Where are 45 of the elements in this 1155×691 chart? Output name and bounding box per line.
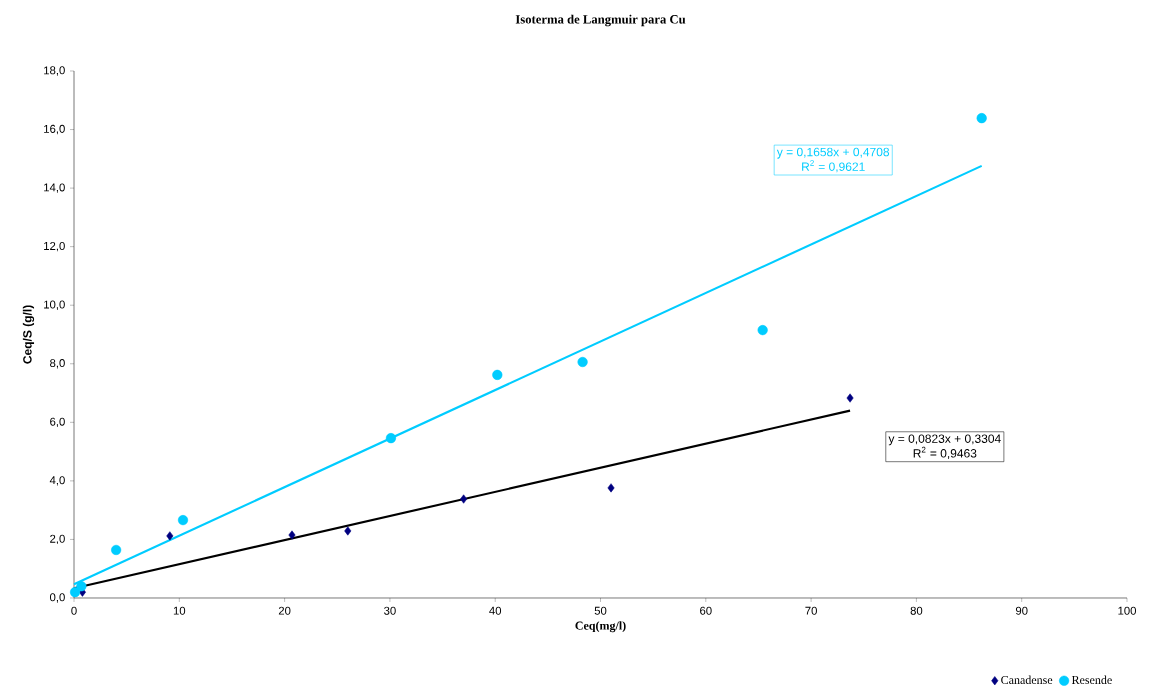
y-tick-label: 4,0	[49, 476, 65, 486]
x-tick-label: 50	[594, 606, 607, 615]
x-tick-label: 30	[384, 606, 396, 615]
y-tick-label: 18,0	[44, 66, 65, 76]
y-tick-label: 12,0	[44, 241, 65, 252]
x-tick-label: 60	[700, 606, 712, 615]
annotation: R$^{2}$ = 0,9621	[802, 160, 865, 173]
point	[577, 356, 588, 368]
chart-title: Isoterma de Langmuir para Cu	[515, 14, 686, 27]
point	[288, 530, 296, 540]
legend-label: Resende	[1071, 675, 1112, 685]
point	[69, 587, 81, 598]
x-tick-label: 80	[910, 606, 923, 615]
y-tick-label: 2,0	[50, 534, 65, 545]
point	[385, 433, 397, 444]
annotation: y = 0,1658x + 0,4708	[776, 147, 890, 159]
annotation: y = 0,0823x + 0,3304	[888, 434, 1001, 446]
point	[492, 369, 503, 380]
y-tick-label: 10,0	[44, 300, 65, 310]
point	[757, 325, 768, 336]
point	[111, 544, 122, 556]
y-tick-label: 6,0	[50, 417, 65, 427]
y-tick-label: 0,0	[49, 593, 65, 603]
point	[846, 393, 854, 403]
x-tick-label: 70	[805, 606, 817, 615]
point	[460, 494, 468, 504]
point	[76, 581, 87, 592]
x-tick-label: 10	[173, 606, 186, 615]
x-axis-title: Ceq(mg/l)	[575, 621, 626, 633]
legend-label: Canadense	[1001, 675, 1053, 685]
point	[607, 483, 615, 493]
point	[976, 113, 987, 124]
point	[344, 526, 352, 536]
x-tick-label: 90	[1015, 606, 1028, 615]
annotation: R$^{2}$ = 0,9463	[913, 446, 977, 460]
y-axis-title: Ceq/S (g/l)	[22, 305, 35, 364]
y-tick-label: 14,0	[44, 183, 65, 193]
point	[177, 515, 189, 526]
y-tick-label: 8,0	[50, 359, 65, 369]
x-tick-label: 40	[489, 606, 502, 615]
x-tick-label: 100	[1118, 606, 1137, 615]
x-tick-label: 0	[71, 606, 77, 615]
point	[166, 531, 174, 541]
x-tick-label: 20	[278, 606, 291, 615]
y-tick-label: 16,0	[44, 124, 65, 135]
